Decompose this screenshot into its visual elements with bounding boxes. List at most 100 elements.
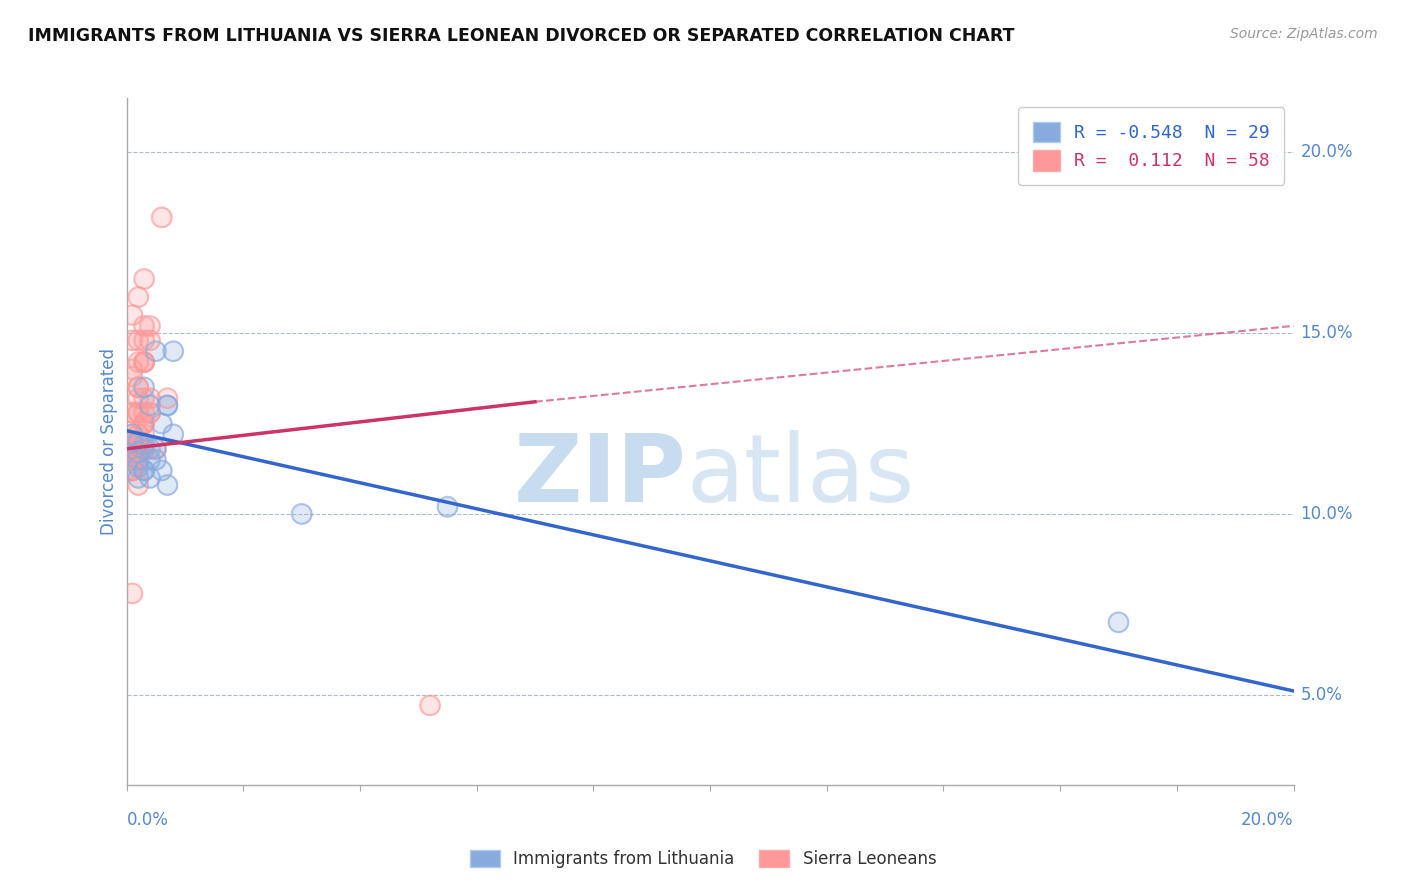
Point: [121, 463, 143, 477]
Point: [127, 355, 149, 369]
Point: [162, 344, 184, 359]
Point: [132, 417, 155, 431]
Point: [127, 406, 149, 420]
Point: [139, 406, 162, 420]
Point: [132, 334, 155, 348]
Point: [121, 334, 143, 348]
Point: [162, 427, 184, 442]
Point: [127, 442, 149, 456]
Point: [127, 290, 149, 304]
Point: [127, 434, 149, 449]
Point: [132, 355, 155, 369]
Point: [139, 334, 162, 348]
Point: [127, 442, 149, 456]
Point: [121, 427, 143, 442]
Point: [121, 427, 143, 442]
Point: [121, 362, 143, 376]
Point: [127, 459, 149, 474]
Text: IMMIGRANTS FROM LITHUANIA VS SIERRA LEONEAN DIVORCED OR SEPARATED CORRELATION CH: IMMIGRANTS FROM LITHUANIA VS SIERRA LEON…: [28, 27, 1015, 45]
Point: [127, 380, 149, 394]
Point: [127, 434, 149, 449]
Point: [139, 452, 162, 467]
Point: [132, 406, 155, 420]
Point: [132, 417, 155, 431]
Point: [127, 442, 149, 456]
Point: [121, 427, 143, 442]
Point: [145, 442, 167, 456]
Point: [127, 442, 149, 456]
Point: [127, 452, 149, 467]
Text: 15.0%: 15.0%: [1301, 324, 1353, 343]
Point: [145, 344, 167, 359]
Point: [121, 406, 143, 420]
Point: [139, 452, 162, 467]
Point: [127, 434, 149, 449]
Point: [127, 442, 149, 456]
Point: [121, 334, 143, 348]
Point: [145, 344, 167, 359]
Point: [127, 380, 149, 394]
Point: [150, 463, 173, 477]
Point: [127, 459, 149, 474]
Point: [145, 442, 167, 456]
Point: [121, 463, 143, 477]
Point: [121, 586, 143, 600]
Point: [127, 442, 149, 456]
Point: [127, 427, 149, 442]
Point: [132, 463, 155, 477]
Point: [150, 211, 173, 225]
Point: [121, 463, 143, 477]
Legend: Immigrants from Lithuania, Sierra Leoneans: Immigrants from Lithuania, Sierra Leonea…: [463, 843, 943, 875]
Point: [1108, 615, 1130, 630]
Point: [156, 391, 179, 405]
Point: [290, 507, 312, 521]
Point: [156, 391, 179, 405]
Point: [162, 427, 184, 442]
Point: [132, 442, 155, 456]
Point: [132, 406, 155, 420]
Text: 20.0%: 20.0%: [1301, 144, 1353, 161]
Point: [127, 427, 149, 442]
Point: [127, 442, 149, 456]
Point: [132, 334, 155, 348]
Point: [121, 452, 143, 467]
Point: [127, 452, 149, 467]
Point: [121, 308, 143, 322]
Point: [121, 463, 143, 477]
Point: [121, 452, 143, 467]
Point: [436, 500, 458, 514]
Point: [121, 586, 143, 600]
Point: [150, 463, 173, 477]
Point: [132, 442, 155, 456]
Point: [139, 471, 162, 485]
Point: [127, 406, 149, 420]
Text: ZIP: ZIP: [513, 430, 686, 522]
Point: [132, 391, 155, 405]
Point: [132, 463, 155, 477]
Point: [127, 406, 149, 420]
Point: [132, 391, 155, 405]
Point: [127, 290, 149, 304]
Point: [132, 438, 155, 452]
Point: [121, 452, 143, 467]
Point: [121, 442, 143, 456]
Point: [127, 478, 149, 492]
Point: [127, 355, 149, 369]
Point: [121, 452, 143, 467]
Point: [139, 442, 162, 456]
Point: [127, 434, 149, 449]
Text: atlas: atlas: [686, 430, 915, 522]
Point: [132, 417, 155, 431]
Point: [127, 334, 149, 348]
Text: 5.0%: 5.0%: [1301, 686, 1343, 704]
Point: [132, 355, 155, 369]
Y-axis label: Divorced or Separated: Divorced or Separated: [100, 348, 118, 535]
Point: [127, 442, 149, 456]
Point: [132, 442, 155, 456]
Point: [132, 463, 155, 477]
Point: [419, 698, 441, 713]
Point: [139, 391, 162, 405]
Point: [139, 406, 162, 420]
Point: [121, 369, 143, 384]
Point: [121, 442, 143, 456]
